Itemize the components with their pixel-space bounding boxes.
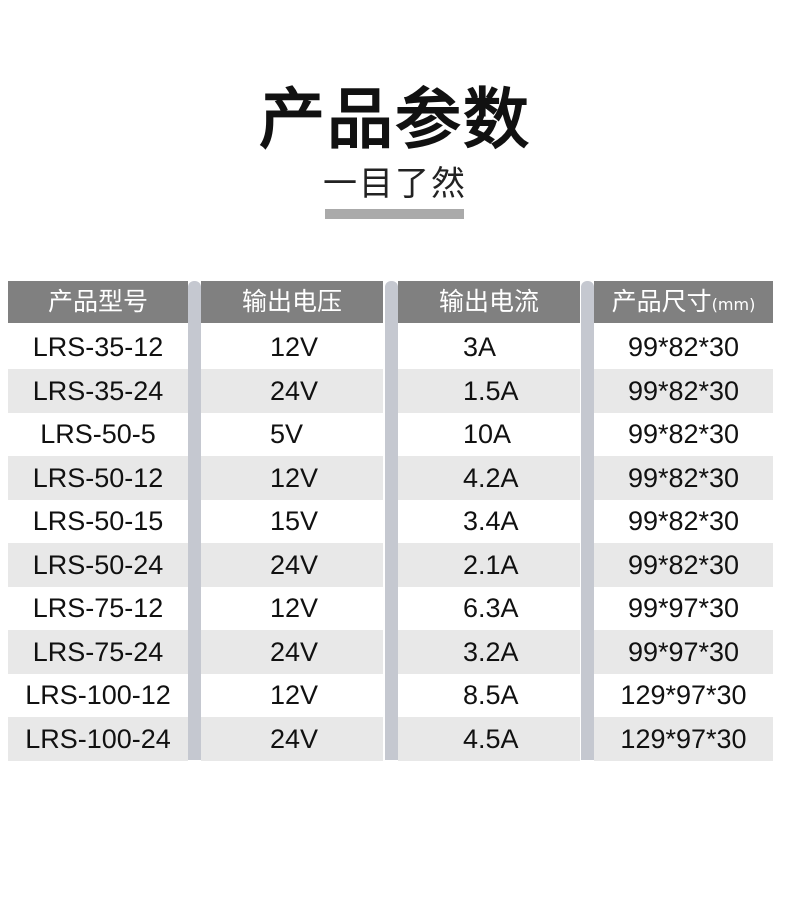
cell-size: 129*97*30 [594, 716, 773, 761]
cell-voltage: 12V [270, 332, 319, 362]
header-size-unit: (mm) [711, 295, 756, 314]
cell-model: LRS-75-12 [32, 593, 164, 623]
table-row: LRS-35-24 24V 1.5A 99*82*30 [8, 368, 773, 413]
header-model: 产品型号 [8, 281, 188, 323]
header-size-label: 产品尺寸 [611, 287, 712, 316]
cell-current: 8.5A [463, 680, 519, 710]
cell-voltage: 12V [270, 680, 319, 710]
header-voltage: 输出电压 [201, 281, 383, 323]
cell-voltage: 24V [201, 542, 383, 587]
cell-size: 99*82*30 [627, 332, 740, 362]
cell-model: LRS-50-15 [32, 506, 164, 536]
cell-size: 99*82*30 [627, 506, 740, 536]
cell-voltage: 12V [201, 455, 383, 500]
cell-size: 99*82*30 [594, 455, 773, 500]
cell-size: 99*97*30 [627, 593, 740, 623]
cell-model: LRS-50-24 [8, 542, 188, 587]
page-title: 产品参数 [259, 81, 531, 158]
cell-current: 10A [463, 419, 512, 449]
cell-model: LRS-50-12 [8, 455, 188, 500]
cell-model: LRS-100-12 [25, 680, 171, 710]
table-row: LRS-35-12 12V 3A 99*82*30 [8, 325, 773, 369]
cell-current: 1.5A [398, 368, 580, 413]
cell-voltage: 15V [270, 506, 319, 536]
table-row: LRS-75-12 12V 6.3A 99*97*30 [8, 586, 773, 630]
cell-current: 4.2A [398, 455, 580, 500]
cell-size: 99*82*30 [594, 368, 773, 413]
cell-current: 4.5A [398, 716, 580, 761]
cell-current: 3A [463, 332, 497, 362]
cell-voltage: 24V [201, 716, 383, 761]
table-row: LRS-50-12 12V 4.2A 99*82*30 [8, 455, 773, 500]
cell-size: 99*82*30 [627, 419, 740, 449]
table-header: 产品型号 输出电压 输出电流 产品尺寸(mm) [8, 281, 773, 323]
cell-current: 3.4A [463, 506, 519, 536]
header-size: 产品尺寸(mm) [594, 281, 773, 323]
cell-size: 129*97*30 [620, 680, 747, 710]
table-row: LRS-100-12 12V 8.5A 129*97*30 [8, 673, 773, 717]
cell-size: 99*97*30 [594, 629, 773, 674]
column-separator [385, 281, 398, 760]
cell-voltage: 12V [270, 593, 319, 623]
cell-voltage: 5V [270, 419, 304, 449]
table-row: LRS-50-24 24V 2.1A 99*82*30 [8, 542, 773, 587]
cell-current: 6.3A [463, 593, 519, 623]
title-underline [325, 209, 464, 219]
cell-model: LRS-100-24 [8, 716, 188, 761]
header-current: 输出电流 [398, 281, 580, 323]
cell-voltage: 24V [201, 368, 383, 413]
cell-voltage: 24V [201, 629, 383, 674]
cell-size: 99*82*30 [594, 542, 773, 587]
cell-model: LRS-75-24 [8, 629, 188, 674]
cell-current: 3.2A [398, 629, 580, 674]
cell-model: LRS-35-24 [8, 368, 188, 413]
cell-model: LRS-35-12 [32, 332, 164, 362]
table-row: LRS-50-5 5V 10A 99*82*30 [8, 412, 773, 456]
page-subtitle: 一目了然 [323, 164, 467, 204]
table-row: LRS-75-24 24V 3.2A 99*97*30 [8, 629, 773, 674]
column-separator [188, 281, 201, 760]
table-row: LRS-100-24 24V 4.5A 129*97*30 [8, 716, 773, 761]
cell-model: LRS-50-5 [40, 419, 156, 449]
table-row: LRS-50-15 15V 3.4A 99*82*30 [8, 499, 773, 543]
column-separator [581, 281, 594, 760]
cell-current: 2.1A [398, 542, 580, 587]
